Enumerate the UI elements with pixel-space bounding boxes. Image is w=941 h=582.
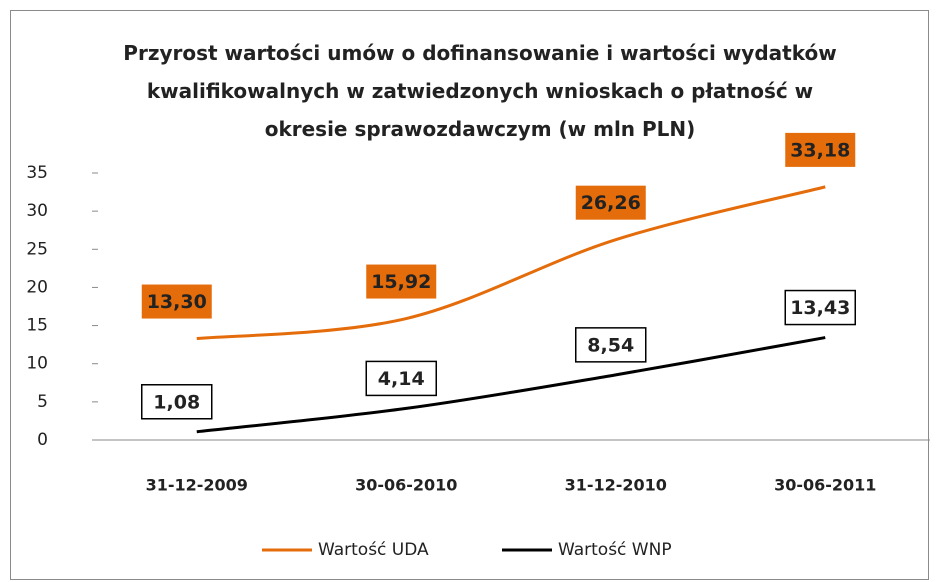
value-label-box <box>575 327 647 363</box>
value-label-box <box>366 264 437 299</box>
value-label-box <box>785 132 856 167</box>
legend-label: Wartość UDA <box>318 540 429 560</box>
y-tick-label: 35 <box>26 163 48 183</box>
value-label: 8,54 <box>587 334 634 356</box>
value-label-box <box>784 289 856 326</box>
y-tick-label: 0 <box>37 430 48 450</box>
value-label-box <box>365 360 437 397</box>
x-tick-label: 31-12-2010 <box>565 476 667 495</box>
y-tick-label: 30 <box>26 201 48 221</box>
line <box>196 185 826 341</box>
value-label-box <box>575 185 646 220</box>
y-tick-label: 15 <box>26 316 48 336</box>
value-label-box <box>141 284 212 319</box>
chart-title: Przyrost wartości umów o dofinansowanie … <box>123 41 837 141</box>
value-label: 1,08 <box>153 391 200 413</box>
value-label: 33,18 <box>790 139 850 161</box>
y-tick-label: 25 <box>26 239 48 259</box>
value-label: 15,92 <box>371 271 431 293</box>
x-tick-label: 30-06-2011 <box>774 476 876 495</box>
y-tick-label: 10 <box>26 354 48 374</box>
y-tick-label: 5 <box>37 392 48 412</box>
line <box>196 336 826 434</box>
value-label-box <box>141 384 213 420</box>
chart-frame <box>10 10 929 580</box>
x-tick-label: 30-06-2010 <box>355 476 457 495</box>
value-label: 13,30 <box>147 291 207 313</box>
y-tick-label: 20 <box>26 277 48 297</box>
x-tick-label: 31-12-2009 <box>146 476 248 495</box>
value-label: 4,14 <box>378 368 425 390</box>
value-label: 13,43 <box>790 297 850 319</box>
value-label: 26,26 <box>581 192 641 214</box>
legend-label: Wartość WNP <box>558 540 672 560</box>
